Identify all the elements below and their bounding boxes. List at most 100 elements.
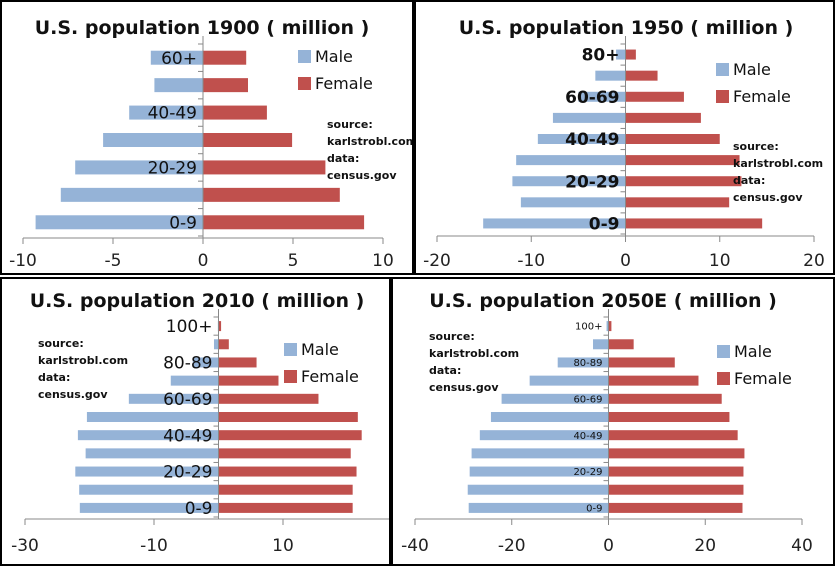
female-bar-80+ <box>625 49 636 60</box>
category-label: 40-49 <box>565 130 619 150</box>
legend-swatch-female <box>717 372 730 385</box>
x-tick-label: 10 <box>372 251 394 271</box>
male-bar-20-29 <box>75 160 203 175</box>
x-tick-label: -30 <box>11 536 39 556</box>
x-tick-label: 5 <box>288 251 299 271</box>
male-bar-40-49 <box>129 105 203 120</box>
female-bar-70-79 <box>608 375 699 386</box>
category-label: 0-9 <box>586 504 602 515</box>
female-bar-100+ <box>608 321 612 332</box>
male-bar-0-9 <box>35 215 203 230</box>
source-annotation-line: source: <box>429 330 475 343</box>
chart-title: U.S. population 1950 ( million ) <box>459 17 794 39</box>
female-bar-50-59 <box>625 112 701 123</box>
female-bar-70-79 <box>625 70 658 81</box>
female-bar-60-69 <box>625 91 684 102</box>
x-tick-label: 0 <box>603 536 614 556</box>
source-annotation-line: karlstrobl.com <box>327 135 414 148</box>
source-annotation-line: source: <box>327 118 373 131</box>
category-label: 40-49 <box>148 104 197 124</box>
male-bar-60-69 <box>128 393 219 404</box>
male-bar-30-39 <box>516 155 626 166</box>
male-bar-50-59 <box>552 112 626 123</box>
x-tick-label: -10 <box>140 536 168 556</box>
chart-title: U.S. population 2050E ( million ) <box>429 290 777 312</box>
female-bar-100+ <box>218 321 222 332</box>
male-bar-0-9 <box>79 502 219 513</box>
male-bar-10-19 <box>60 187 203 202</box>
x-tick-label: -20 <box>423 251 451 271</box>
category-label: 20-29 <box>573 467 602 478</box>
chart-panel-2010: U.S. population 2010 ( million ) 0-9 20-29… <box>0 277 391 566</box>
female-bar-60+ <box>203 50 247 65</box>
category-label: 60-69 <box>565 88 619 108</box>
female-bar-10-19 <box>608 484 744 495</box>
legend-swatch-female <box>716 90 729 103</box>
female-bar-20-29 <box>608 466 744 477</box>
chart-svg: U.S. population 1950 ( million ) 0-9 20-29… <box>423 17 825 271</box>
female-bar-0-9 <box>625 218 763 229</box>
source-annotation-line: karlstrobl.com <box>733 157 823 170</box>
x-tick-label: 0 <box>198 251 209 271</box>
chart-svg: U.S. population 2010 ( million ) 0-9 20-29… <box>11 290 389 556</box>
legend-label-female: Female <box>733 87 791 106</box>
source-annotation-line: karlstrobl.com <box>38 354 128 367</box>
male-bar-50-59 <box>490 412 609 422</box>
legend-swatch-male <box>284 343 297 356</box>
female-bar-50-59 <box>203 78 248 93</box>
category-label: 80-89 <box>573 358 602 369</box>
male-bar-40-49 <box>537 134 626 144</box>
male-bar-20-29 <box>512 176 626 187</box>
category-label: 60-69 <box>163 390 212 410</box>
x-tick-label: -5 <box>105 251 122 271</box>
male-bar-40-49 <box>479 430 609 441</box>
female-bar-60-69 <box>218 393 319 404</box>
legend-label-male: Male <box>733 60 771 79</box>
legend-label-male: Male <box>734 342 772 361</box>
category-label: 20-29 <box>565 172 619 192</box>
male-bar-0-9 <box>468 502 609 513</box>
female-bar-10-19 <box>625 197 730 208</box>
legend-swatch-male <box>298 50 311 63</box>
male-bar-80-89 <box>192 357 219 368</box>
x-tick-label: -20 <box>498 536 526 556</box>
male-bar-70-79 <box>529 375 609 386</box>
category-label: 100+ <box>575 322 602 333</box>
category-label: 40-49 <box>163 426 212 446</box>
male-bar-30-39 <box>103 133 203 147</box>
male-bar-10-19 <box>79 484 219 495</box>
female-bar-20-29 <box>203 160 326 175</box>
category-label: 60-69 <box>573 394 602 405</box>
source-annotation-line: data: <box>327 152 359 165</box>
category-label: 60+ <box>161 49 197 69</box>
male-bar-40-49 <box>77 430 219 441</box>
female-bar-90-99 <box>218 339 229 350</box>
male-bar-20-29 <box>469 466 609 477</box>
female-bar-40-49 <box>625 134 720 144</box>
male-bar-70-79 <box>170 375 219 386</box>
legend-label-female: Female <box>734 369 792 388</box>
male-bar-0-9 <box>483 218 626 229</box>
female-bar-30-39 <box>203 133 293 147</box>
male-bar-90-99 <box>593 339 609 350</box>
female-bar-50-59 <box>608 412 730 422</box>
source-annotation-line: census.gov <box>733 191 803 204</box>
female-bar-80-89 <box>608 357 675 368</box>
source-annotation-line: census.gov <box>429 381 499 394</box>
female-bar-40-49 <box>203 105 267 120</box>
male-bar-90-99 <box>213 339 219 350</box>
male-bar-20-29 <box>75 466 219 477</box>
female-bar-10-19 <box>218 484 353 495</box>
female-bar-50-59 <box>218 412 358 422</box>
female-bar-60-69 <box>608 393 722 404</box>
source-annotation-line: karlstrobl.com <box>429 347 519 360</box>
male-bar-80-89 <box>557 357 609 368</box>
female-bar-30-39 <box>218 448 351 459</box>
male-bar-50-59 <box>154 78 203 93</box>
female-bar-30-39 <box>625 155 740 166</box>
male-bar-50-59 <box>86 412 219 422</box>
female-bar-0-9 <box>218 502 353 513</box>
male-bar-60+ <box>150 50 203 65</box>
male-bar-10-19 <box>467 484 609 495</box>
legend-swatch-male <box>716 63 729 76</box>
